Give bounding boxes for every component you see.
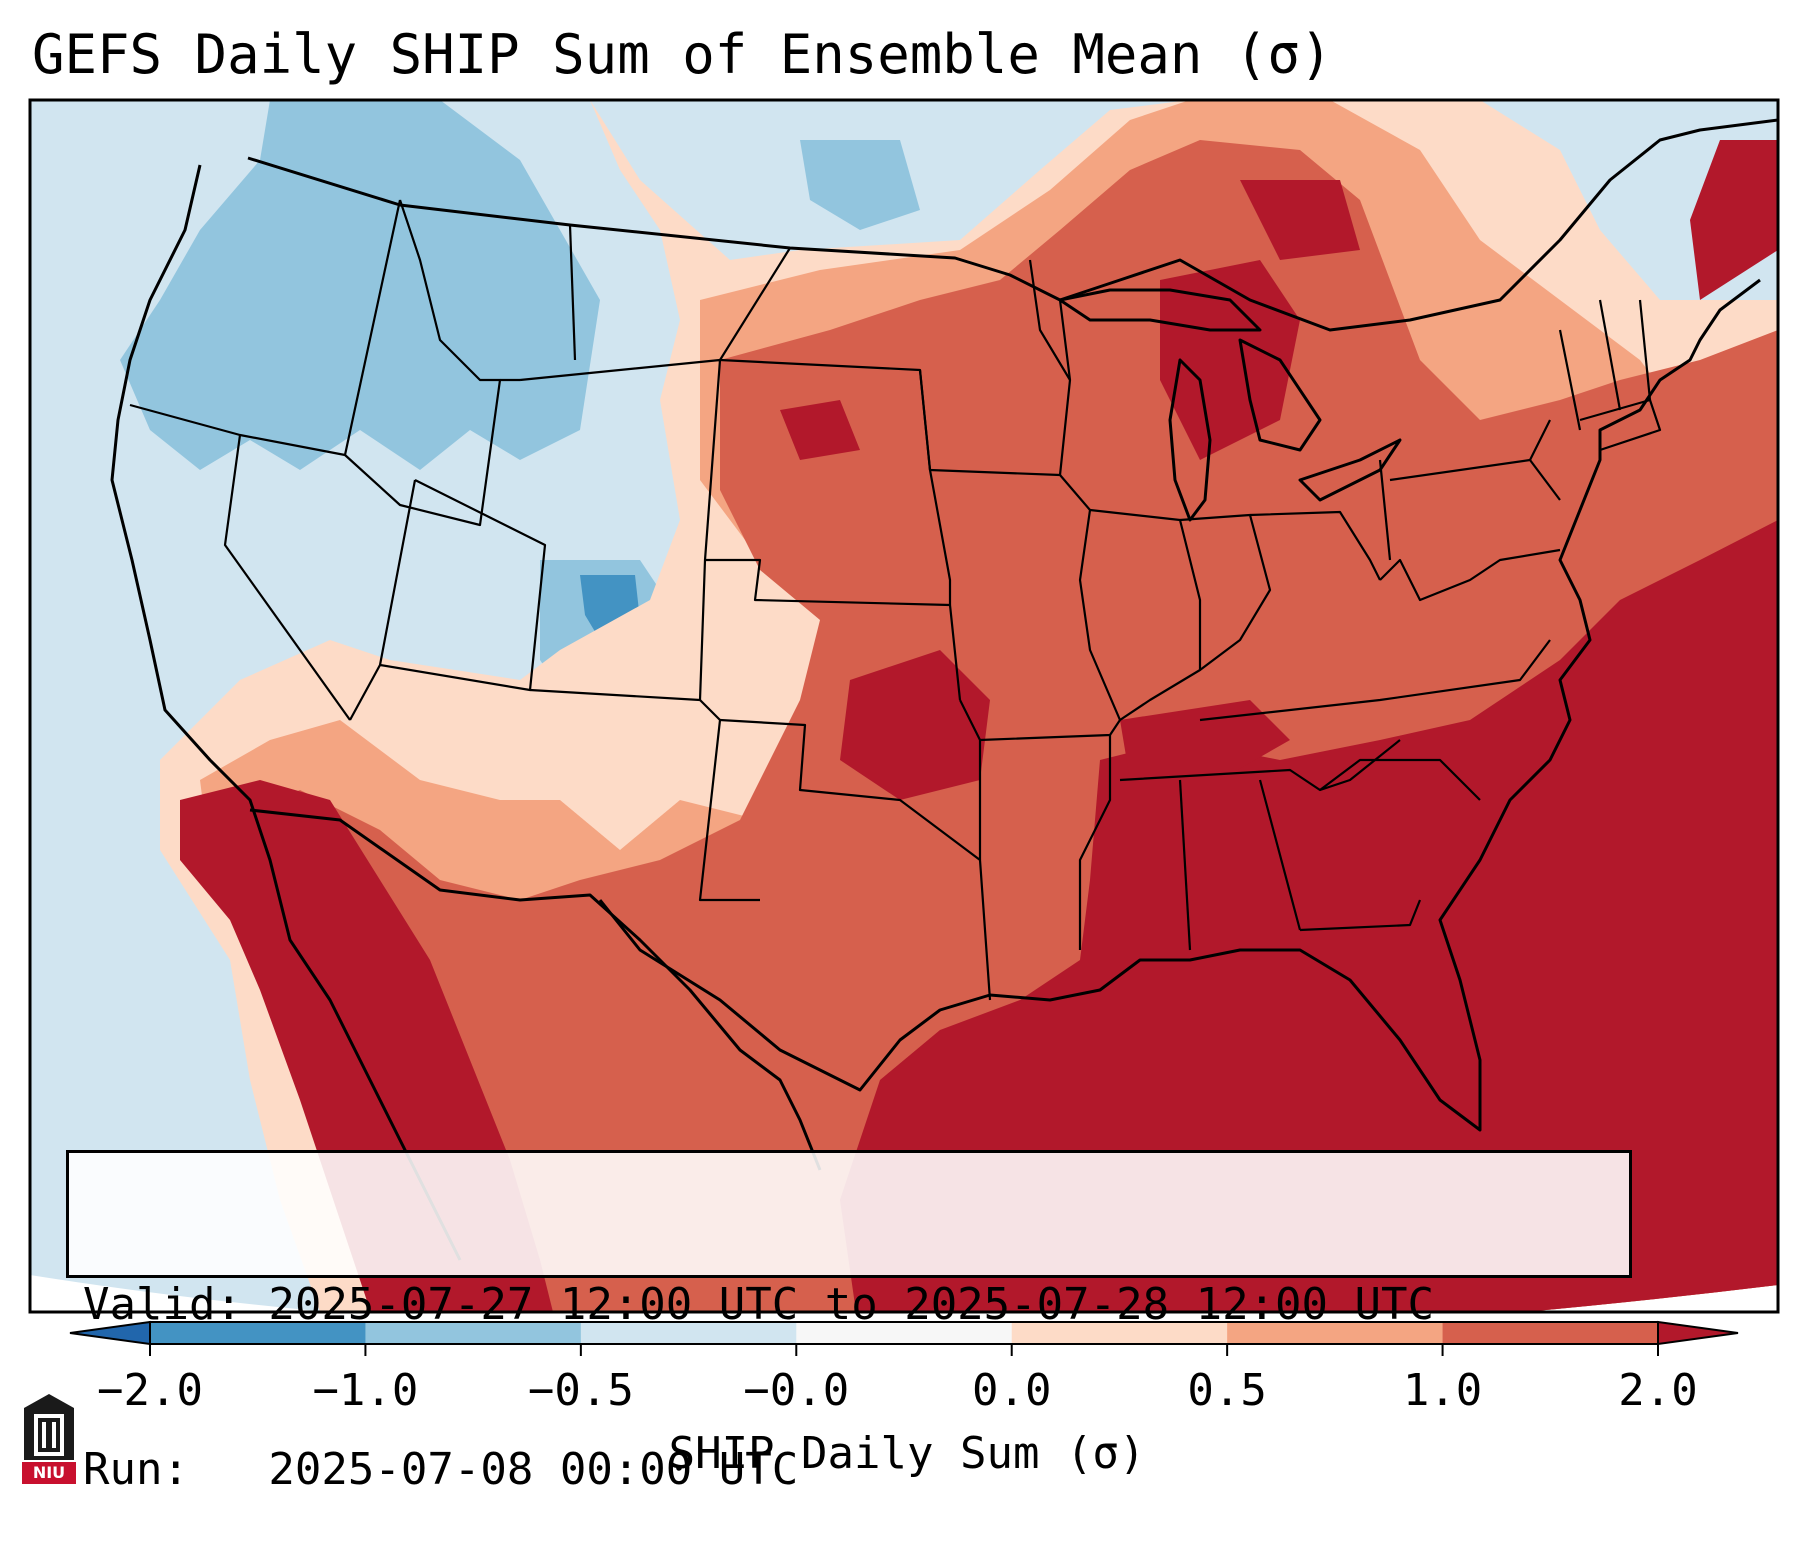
run-time-text: Run: 2025-07-08 00:00 UTC	[83, 1444, 799, 1495]
positive-anomaly-extreme-great-lakes	[1160, 260, 1300, 460]
colorbar-tick-label: 1.0	[1402, 1365, 1483, 1416]
colorbar-bin	[796, 1322, 1013, 1344]
colorbar-tick-label: −0.5	[527, 1365, 634, 1416]
colorbar-label: SHIP Daily Sum (σ)	[668, 1428, 1146, 1479]
colorbar-tick-label: 0.0	[971, 1365, 1052, 1416]
colorbar-extend-high	[1657, 1320, 1739, 1346]
lake-huron	[1238, 338, 1322, 452]
colorbar-bin	[1442, 1322, 1659, 1344]
us-canada-border	[247, 118, 1778, 332]
colorbar-tick-label: 0.5	[1187, 1365, 1267, 1416]
positive-anomaly-extreme-oklahoma	[840, 650, 990, 800]
niu-logo	[22, 1394, 76, 1484]
colorbar-tick-label: 2.0	[1618, 1365, 1698, 1416]
map-frame	[28, 98, 1780, 1314]
blue-anomaly-northwest	[120, 100, 600, 470]
lake-michigan	[1168, 358, 1212, 522]
map-title: GEFS Daily SHIP Sum of Ensemble Mean (σ)	[32, 23, 1333, 86]
colorbar-bin	[1011, 1322, 1228, 1344]
colorbar-tick-label: −1.0	[312, 1365, 419, 1416]
positive-anomaly-extreme-tennessee	[1120, 700, 1290, 780]
colorbar-outline	[149, 1321, 1659, 1345]
valid-run-info-box: Valid: 2025-07-27 12:00 UTC to 2025-07-2…	[66, 1150, 1632, 1495]
colorbar-tick-label: −2.0	[97, 1365, 203, 1416]
gulf-atlantic-coast	[598, 278, 1761, 1132]
colorbar-bin	[365, 1322, 582, 1344]
lake-erie	[1298, 438, 1402, 502]
political-boundaries	[110, 118, 1778, 1261]
us-mexico-border	[249, 808, 822, 1171]
valid-time-text: Valid: 2025-07-27 12:00 UTC to 2025-07-2…	[83, 1279, 1435, 1330]
colorbar	[69, 1320, 1739, 1356]
lake-superior	[1058, 288, 1262, 332]
colorbar-bin	[150, 1322, 366, 1344]
colorbar-tick-label: −0.0	[743, 1365, 850, 1416]
pacific-coast	[110, 164, 462, 1261]
state-borders	[129, 199, 1662, 1001]
niu-logo-text: NIU	[32, 1463, 66, 1482]
colorbar-bin	[1227, 1322, 1444, 1344]
colorbar-bin	[580, 1322, 797, 1344]
